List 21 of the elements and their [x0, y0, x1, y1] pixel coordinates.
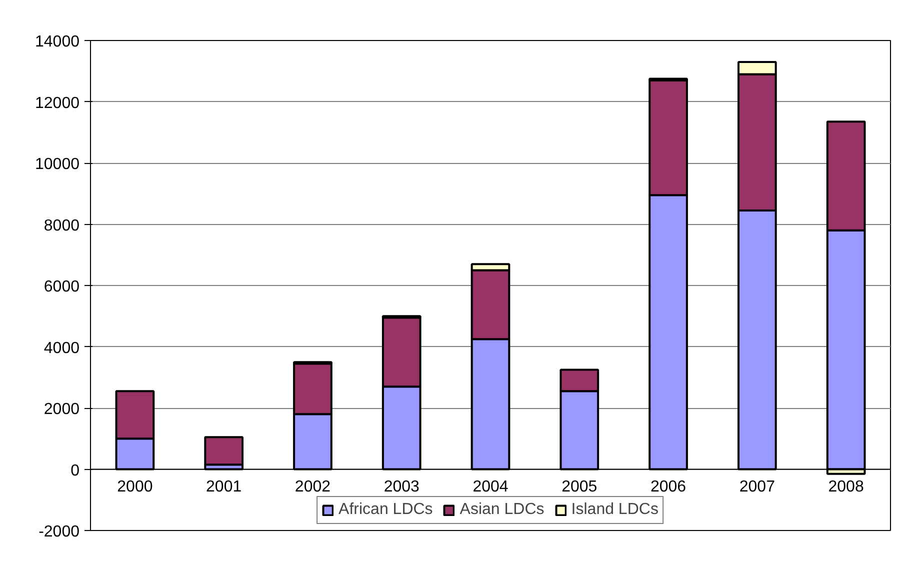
legend-label: African LDCs [338, 501, 433, 519]
y-tick-label: 10000 [35, 156, 80, 173]
legend-label: Island LDCs [571, 501, 658, 519]
y-tick-label: 0 [70, 462, 80, 480]
y-tick-label: 8000 [44, 217, 80, 234]
x-tick-label: 2003 [384, 478, 420, 496]
y-tick-label: -2000 [38, 524, 80, 540]
x-tick-label: 2007 [739, 478, 776, 496]
y-tick-label: 12000 [35, 94, 80, 112]
y-tick-label: 4000 [44, 340, 80, 357]
x-tick-label: 2005 [562, 478, 598, 496]
x-tick-label: 2002 [294, 478, 331, 496]
x-tick-label: 2008 [828, 478, 864, 496]
x-tick-label: 2001 [206, 478, 242, 496]
y-tick-label: 2000 [44, 401, 80, 418]
x-tick-label: 2004 [472, 478, 508, 496]
legend-label: Asian LDCs [460, 501, 544, 519]
x-tick-label: 2000 [117, 478, 153, 496]
y-tick-label: 6000 [44, 278, 80, 296]
y-tick-label: 14000 [35, 34, 80, 50]
x-tick-label: 2006 [650, 478, 686, 496]
